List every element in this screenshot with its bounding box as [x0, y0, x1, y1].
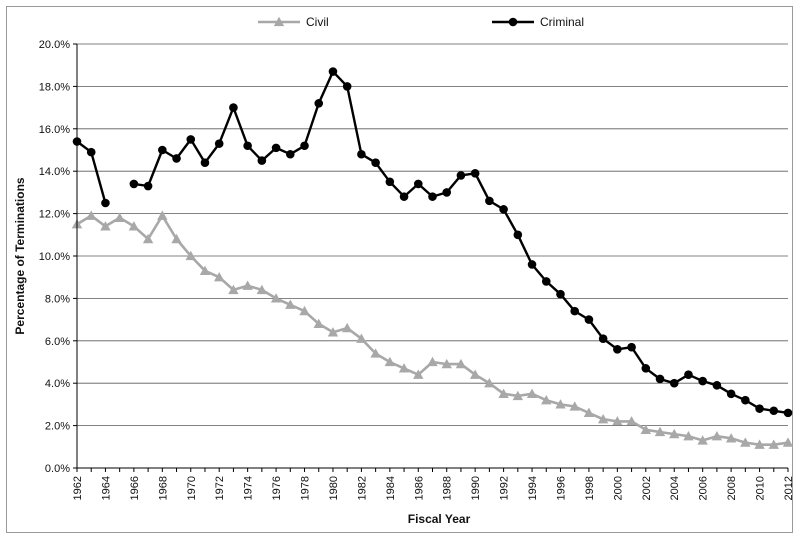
y-tick-label: 16.0%	[39, 124, 70, 136]
y-tick-label: 14.0%	[39, 166, 70, 178]
x-tick-label: 2012	[783, 476, 795, 500]
x-tick-label: 1968	[157, 476, 169, 500]
criminal-point	[698, 377, 707, 386]
criminal-point	[642, 364, 651, 373]
criminal-point	[386, 178, 395, 187]
criminal-point	[272, 144, 281, 153]
x-tick-label: 2000	[612, 476, 624, 500]
y-axis-title: Percentage of Terminations	[13, 177, 27, 334]
x-tick-label: 1966	[129, 476, 141, 500]
y-tick-label: 4.0%	[45, 378, 70, 390]
criminal-point	[158, 146, 167, 155]
criminal-point	[201, 158, 210, 167]
x-tick-label: 1992	[499, 476, 511, 500]
x-tick-label: 1988	[442, 476, 454, 500]
criminal-point	[755, 404, 764, 413]
x-tick-label: 2010	[755, 476, 767, 500]
criminal-point	[528, 260, 537, 269]
criminal-point	[627, 343, 636, 352]
criminal-point	[769, 406, 778, 415]
y-tick-label: 2.0%	[45, 421, 70, 433]
y-tick-label: 20.0%	[39, 39, 70, 51]
x-tick-label: 2002	[641, 476, 653, 500]
criminal-point	[613, 345, 622, 354]
criminal-point	[727, 390, 736, 399]
x-tick-label: 1998	[584, 476, 596, 500]
criminal-point	[471, 169, 480, 178]
y-tick-label: 0.0%	[45, 463, 70, 475]
criminal-point	[556, 290, 565, 299]
y-tick-label: 12.0%	[39, 209, 70, 221]
criminal-point	[784, 409, 793, 418]
x-axis-title: Fiscal Year	[408, 512, 471, 526]
chart-frame	[7, 7, 793, 533]
criminal-point	[684, 370, 693, 379]
x-tick-label: 2008	[726, 476, 738, 500]
criminal-point	[130, 180, 139, 189]
criminal-point	[215, 139, 224, 148]
y-tick-label: 10.0%	[39, 251, 70, 263]
x-tick-label: 1980	[328, 476, 340, 500]
criminal-point	[101, 199, 110, 208]
criminal-point	[87, 148, 96, 157]
criminal-point	[229, 103, 238, 112]
criminal-point	[258, 156, 267, 165]
criminal-point	[414, 180, 423, 189]
criminal-point	[442, 188, 451, 197]
criminal-point	[542, 277, 551, 286]
x-tick-label: 1970	[186, 476, 198, 500]
x-tick-label: 1962	[72, 476, 84, 500]
criminal-point	[499, 205, 508, 214]
x-tick-label: 1972	[214, 476, 226, 500]
legend-label-civil: Civil	[306, 15, 329, 29]
x-tick-label: 1996	[555, 476, 567, 500]
criminal-point	[457, 171, 466, 180]
criminal-point	[670, 379, 679, 388]
x-tick-label: 1982	[356, 476, 368, 500]
criminal-point	[144, 182, 153, 191]
criminal-point	[314, 99, 323, 108]
criminal-point	[329, 67, 338, 76]
criminal-point	[186, 135, 195, 144]
x-tick-label: 1994	[527, 476, 539, 500]
criminal-point	[485, 197, 494, 206]
criminal-point	[585, 315, 594, 324]
criminal-point	[300, 141, 309, 150]
x-tick-label: 1990	[470, 476, 482, 500]
x-tick-label: 1984	[385, 476, 397, 500]
y-tick-label: 6.0%	[45, 336, 70, 348]
criminal-point	[570, 307, 579, 316]
x-tick-label: 1976	[271, 476, 283, 500]
criminal-point	[741, 396, 750, 405]
criminal-point	[357, 150, 366, 159]
criminal-point	[371, 158, 380, 167]
criminal-point	[599, 334, 608, 343]
criminal-point	[428, 192, 437, 201]
x-tick-label: 2004	[669, 476, 681, 500]
criminal-point	[713, 381, 722, 390]
x-tick-label: 1978	[300, 476, 312, 500]
x-tick-label: 1964	[100, 476, 112, 500]
criminal-point	[656, 375, 665, 384]
x-tick-label: 1986	[413, 476, 425, 500]
criminal-point	[172, 154, 181, 163]
criminal-point	[400, 192, 409, 201]
criminal-point	[514, 231, 523, 240]
x-tick-label: 1974	[243, 476, 255, 500]
x-tick-label: 2006	[698, 476, 710, 500]
criminal-point	[286, 150, 295, 159]
criminal-point	[243, 141, 252, 150]
y-tick-label: 8.0%	[45, 293, 70, 305]
criminal-point	[343, 82, 352, 91]
y-tick-label: 18.0%	[39, 81, 70, 93]
legend-label-criminal: Criminal	[540, 15, 584, 29]
legend-marker	[509, 18, 518, 27]
